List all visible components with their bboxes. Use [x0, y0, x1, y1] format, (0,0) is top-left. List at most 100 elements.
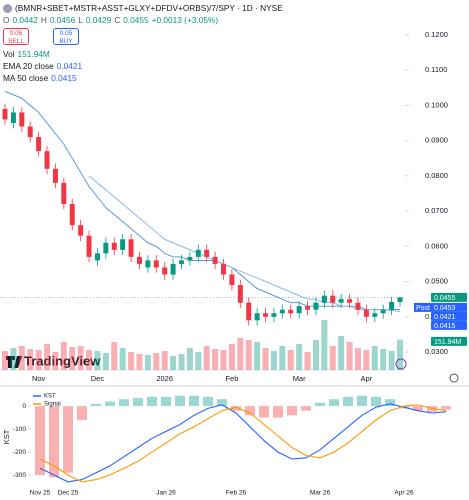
volume-bar: [195, 352, 202, 370]
candle-body: [128, 239, 134, 257]
ohlc-key: O: [3, 15, 10, 25]
indicator-name: MA 50 close: [3, 73, 49, 83]
ohlc-value: 0.0442: [12, 15, 38, 25]
volume-bar: [270, 351, 277, 370]
legend: (BMNR+SBET+MSTR+ASST+GLXY+DFDV+ORBS)/7/S…: [3, 2, 283, 84]
candle-body: [212, 256, 218, 264]
volume-bar: [69, 347, 76, 370]
buy-label: BUY: [59, 38, 73, 45]
histogram-bar: [427, 406, 437, 412]
ohlc-row: O 0.0442 H 0.0456 L 0.0429 C 0.0455 +0.0013 (+3.…: [3, 14, 283, 26]
candle-body: [136, 256, 142, 264]
histogram-bar: [147, 396, 157, 407]
ohlc-value: 0.0455: [123, 15, 149, 25]
change: +0.0013 (+3.05%): [151, 15, 219, 25]
volume-bar: [186, 348, 193, 370]
buy-button[interactable]: 0.05 BUY: [53, 28, 79, 45]
candle-body: [279, 309, 285, 314]
logo-mark: [6, 356, 22, 368]
volume-bar: [170, 356, 177, 370]
candle-body: [195, 249, 201, 257]
y-tick-label: 0.1200: [425, 30, 448, 39]
y-tick-label: 0.0600: [425, 241, 448, 250]
candle-body: [153, 260, 159, 268]
histogram-bar: [77, 406, 87, 420]
candle-body: [170, 263, 176, 275]
y-tick-label: 0: [22, 403, 26, 410]
histogram-bar: [91, 403, 101, 407]
histogram-bar: [189, 395, 199, 407]
candle-body: [338, 299, 344, 303]
settings-icon[interactable]: [449, 373, 459, 383]
candle-body: [162, 267, 168, 275]
kst-line: [39, 404, 447, 483]
y-tick-label: -100: [13, 426, 26, 433]
histogram-bar: [413, 406, 423, 411]
volume-bar: [10, 348, 17, 370]
ohlc-key: H: [40, 15, 47, 25]
indicator-value: 151.94M: [17, 49, 50, 59]
histogram-bar: [203, 396, 213, 407]
volume-bar: [35, 350, 42, 370]
histogram-bar: [105, 401, 115, 407]
volume-bar: [60, 342, 67, 370]
volume-bar: [371, 346, 378, 370]
y-axis-label: KST: [2, 429, 11, 444]
volume-bar: [312, 340, 319, 370]
ohlc-value: 0.0456: [49, 15, 76, 25]
x-tick-label: Feb: [225, 374, 238, 383]
candle-body: [321, 295, 327, 303]
volume-bar: [262, 348, 269, 370]
candle-body: [94, 253, 100, 261]
histogram-bar: [217, 399, 227, 407]
volume-bar: [338, 336, 345, 370]
candle-body: [19, 112, 25, 127]
histogram-bar: [245, 406, 255, 416]
legend-label: KST: [44, 394, 56, 400]
volume-bar: [153, 353, 160, 370]
legend-label: Signal: [44, 402, 61, 408]
histogram-bar: [441, 406, 451, 410]
x-tick-label: Apr: [361, 374, 373, 383]
sell-label: SELL: [8, 38, 24, 45]
candle-body: [10, 112, 16, 123]
x-tick-label: 2026: [156, 374, 173, 383]
sell-price: 0.05: [9, 30, 23, 37]
histogram-bar: [357, 395, 367, 407]
y-tick-label: 0.0900: [425, 136, 448, 145]
candle-body: [187, 256, 193, 261]
kst-line: [39, 403, 447, 483]
price-tag-text: 0.0421: [434, 314, 456, 321]
candle-body: [103, 242, 109, 254]
indicator-value: 0.0415: [51, 73, 77, 83]
volume-bar: [329, 346, 336, 370]
candle-body: [145, 260, 151, 268]
volume-bar: [279, 346, 286, 370]
volume-bar: [212, 349, 219, 370]
candle-body: [288, 309, 294, 314]
candle-body: [330, 295, 336, 303]
x-tick-label: Mar 26: [310, 490, 331, 497]
volume-bar: [296, 344, 303, 370]
candle-body: [305, 306, 311, 310]
candle-body: [78, 225, 84, 236]
ma-line: [4, 90, 401, 311]
sell-button[interactable]: 0.05 SELL: [3, 28, 29, 45]
histogram-bar: [343, 396, 353, 407]
price-tag: [431, 292, 467, 302]
histogram-bar: [301, 406, 311, 411]
histogram-bar: [371, 396, 381, 407]
volume-bar: [321, 320, 328, 370]
candle-body: [263, 313, 269, 317]
candle-body: [389, 301, 395, 310]
candle-body: [355, 302, 361, 310]
indicator-row: Vol 151.94M: [3, 48, 283, 60]
alert-icon[interactable]: [395, 358, 407, 370]
buy-price: 0.05: [59, 30, 73, 37]
volume-bar: [354, 348, 361, 370]
candle-body: [52, 168, 58, 183]
y-tick-label: 0.0500: [425, 277, 448, 286]
volume-bar: [52, 352, 59, 370]
watermark: TradingView: [24, 353, 101, 368]
volume-bar: [86, 350, 93, 370]
